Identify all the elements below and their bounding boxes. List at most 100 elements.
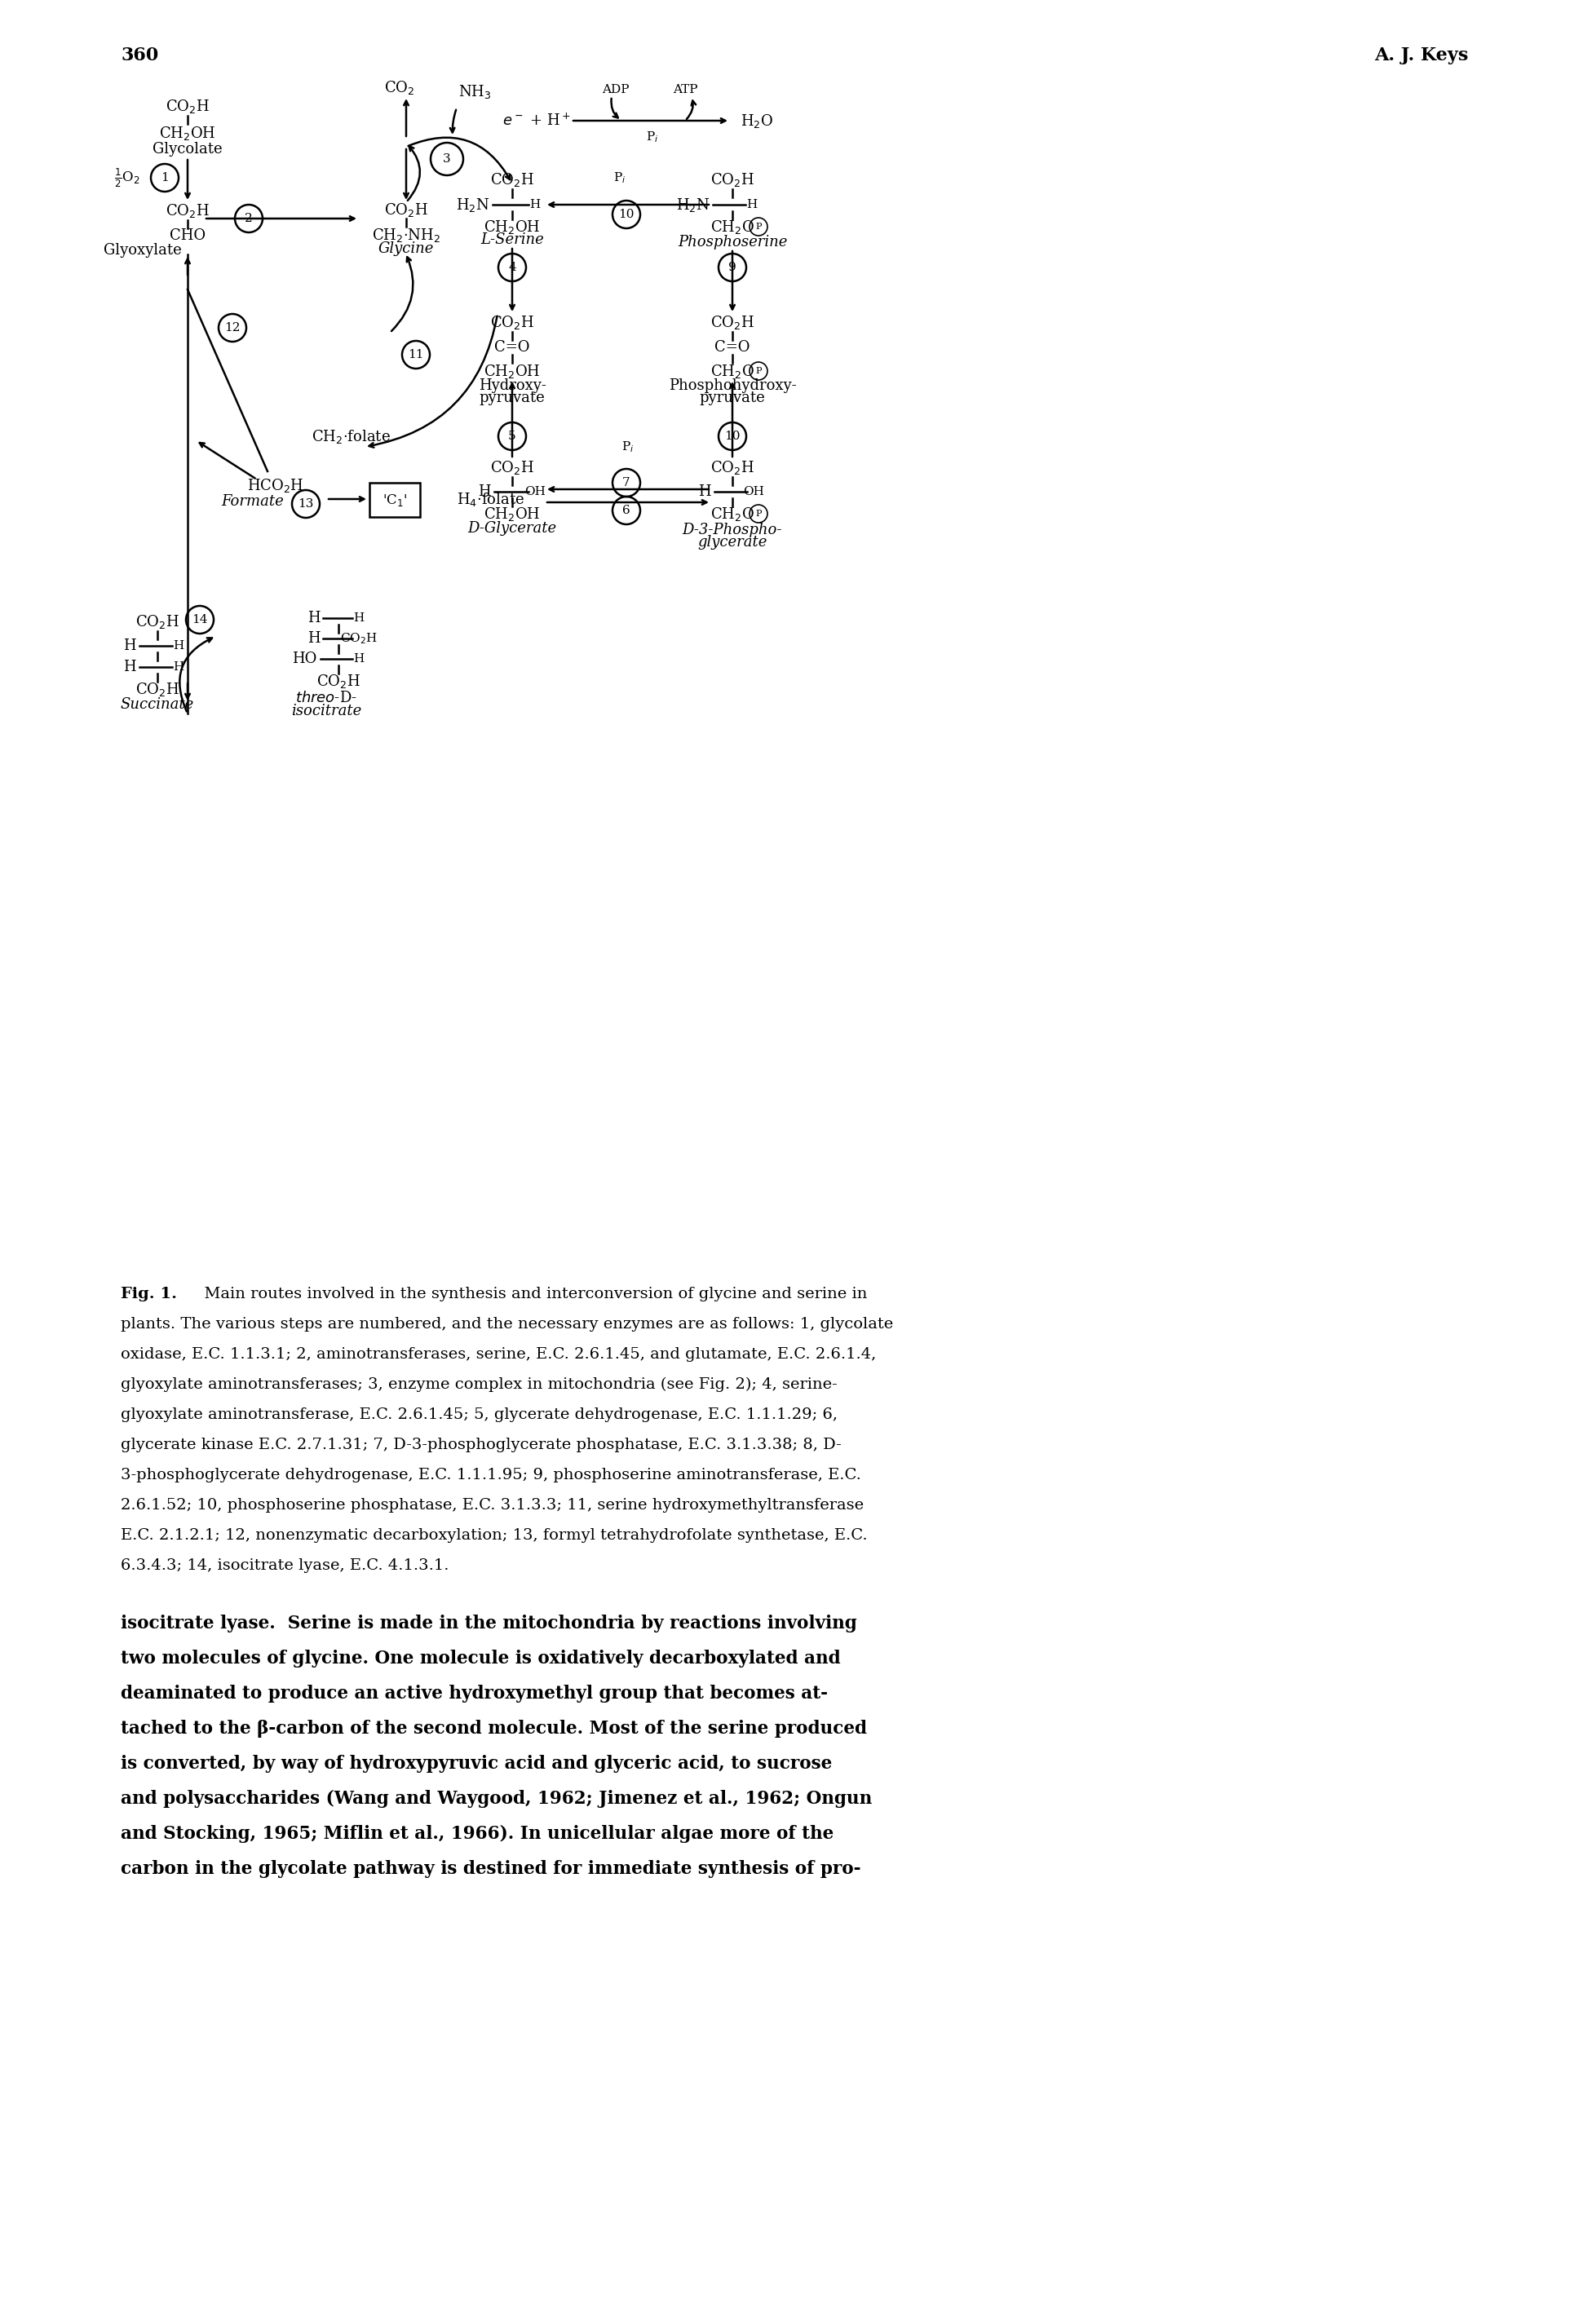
- Text: CH$_2$OH: CH$_2$OH: [484, 218, 541, 235]
- Text: 11: 11: [408, 349, 423, 360]
- Text: glycerate kinase E.C. 2.7.1.31; 7, D-3-phosphoglycerate phosphatase, E.C. 3.1.3.: glycerate kinase E.C. 2.7.1.31; 7, D-3-p…: [121, 1439, 842, 1452]
- Text: CH$_2$O: CH$_2$O: [710, 504, 755, 523]
- Text: H$_2$O: H$_2$O: [740, 112, 774, 130]
- Text: OH: OH: [524, 486, 546, 497]
- Text: CO$_2$H: CO$_2$H: [166, 202, 210, 218]
- Text: Glyoxylate: Glyoxylate: [103, 244, 181, 258]
- Text: H: H: [699, 483, 712, 500]
- Text: H: H: [174, 662, 185, 672]
- Text: and Stocking, 1965; Miflin et al., 1966). In unicellular algae more of the: and Stocking, 1965; Miflin et al., 1966)…: [121, 1824, 834, 1843]
- Text: CH$_2$$\cdot$NH$_2$: CH$_2$$\cdot$NH$_2$: [373, 225, 441, 244]
- Text: P$_i$: P$_i$: [646, 130, 659, 144]
- Text: CO$_2$: CO$_2$: [384, 79, 416, 95]
- Text: P: P: [756, 223, 761, 230]
- Text: 6.3.4.3; 14, isocitrate lyase, E.C. 4.1.3.1.: 6.3.4.3; 14, isocitrate lyase, E.C. 4.1.…: [121, 1559, 449, 1573]
- Text: pyruvate: pyruvate: [479, 390, 544, 404]
- Text: H: H: [530, 200, 540, 211]
- Text: glycerate: glycerate: [697, 535, 767, 548]
- Text: 10: 10: [724, 430, 740, 442]
- Text: 6: 6: [622, 504, 630, 516]
- Text: $e^-$ + H$^+$: $e^-$ + H$^+$: [503, 114, 572, 128]
- Text: tached to the β-carbon of the second molecule. Most of the serine produced: tached to the β-carbon of the second mol…: [121, 1720, 868, 1738]
- Text: OH: OH: [743, 486, 764, 497]
- Text: glyoxylate aminotransferases; 3, enzyme complex in mitochondria (see Fig. 2); 4,: glyoxylate aminotransferases; 3, enzyme …: [121, 1378, 837, 1392]
- Text: HCO$_2$H: HCO$_2$H: [247, 476, 304, 493]
- Text: Hydroxy-: Hydroxy-: [478, 379, 546, 393]
- Text: 360: 360: [121, 46, 159, 65]
- Text: CO$_2$H: CO$_2$H: [710, 172, 755, 188]
- Text: ATP: ATP: [673, 84, 697, 95]
- Text: P$_i$: P$_i$: [613, 170, 626, 186]
- Text: E.C. 2.1.2.1; 12, nonenzymatic decarboxylation; 13, formyl tetrahydrofolate synt: E.C. 2.1.2.1; 12, nonenzymatic decarboxy…: [121, 1529, 868, 1543]
- Text: H: H: [124, 660, 137, 674]
- Text: 1: 1: [161, 172, 169, 184]
- Text: P: P: [756, 367, 761, 374]
- Text: Main routes involved in the synthesis and interconversion of glycine and serine : Main routes involved in the synthesis an…: [194, 1287, 868, 1301]
- Text: D-3-Phospho-: D-3-Phospho-: [683, 523, 782, 537]
- Text: P: P: [756, 509, 761, 518]
- Text: Glycolate: Glycolate: [153, 142, 223, 156]
- Text: P$_i$: P$_i$: [622, 439, 634, 453]
- Text: CO$_2$H: CO$_2$H: [710, 458, 755, 476]
- Text: 7: 7: [622, 476, 630, 488]
- Text: is converted, by way of hydroxypyruvic acid and glyceric acid, to sucrose: is converted, by way of hydroxypyruvic a…: [121, 1755, 833, 1773]
- Text: CO$_2$H: CO$_2$H: [384, 200, 428, 218]
- Text: H$_2$N: H$_2$N: [675, 195, 710, 214]
- Text: $\frac{1}{2}$O$_2$: $\frac{1}{2}$O$_2$: [115, 167, 140, 188]
- Text: 12: 12: [224, 323, 240, 335]
- Text: CO$_2$H: CO$_2$H: [710, 314, 755, 330]
- Text: CH$_2$O: CH$_2$O: [710, 363, 755, 379]
- Text: oxidase, E.C. 1.1.3.1; 2, aminotransferases, serine, E.C. 2.6.1.45, and glutamat: oxidase, E.C. 1.1.3.1; 2, aminotransfera…: [121, 1348, 876, 1362]
- Text: CH$_2$OH: CH$_2$OH: [159, 125, 217, 142]
- Text: $\it{threo}$-D-: $\it{threo}$-D-: [296, 690, 357, 706]
- Text: CO$_2$H: CO$_2$H: [490, 458, 535, 476]
- Text: glyoxylate aminotransferase, E.C. 2.6.1.45; 5, glycerate dehydrogenase, E.C. 1.1: glyoxylate aminotransferase, E.C. 2.6.1.…: [121, 1408, 837, 1422]
- Text: Phosphoserine: Phosphoserine: [678, 235, 786, 249]
- Text: HO: HO: [291, 651, 317, 667]
- Text: 2.6.1.52; 10, phosphoserine phosphatase, E.C. 3.1.3.3; 11, serine hydroxymethylt: 2.6.1.52; 10, phosphoserine phosphatase,…: [121, 1499, 864, 1513]
- Text: and polysaccharides (Wang and Waygood, 1962; Jimenez et al., 1962; Ongun: and polysaccharides (Wang and Waygood, 1…: [121, 1789, 872, 1808]
- Text: CH$_2$OH: CH$_2$OH: [484, 504, 541, 523]
- Text: 'C$_1$': 'C$_1$': [382, 493, 408, 507]
- Text: H: H: [307, 632, 320, 646]
- Text: 4: 4: [508, 263, 516, 274]
- Text: Glycine: Glycine: [379, 242, 435, 256]
- Text: CO$_2$H: CO$_2$H: [341, 632, 377, 646]
- Text: CH$_2$OH: CH$_2$OH: [484, 363, 541, 379]
- Text: pyruvate: pyruvate: [699, 390, 766, 404]
- Text: Formate: Formate: [221, 495, 283, 509]
- Text: CO$_2$H: CO$_2$H: [166, 98, 210, 114]
- Text: 3-phosphoglycerate dehydrogenase, E.C. 1.1.1.95; 9, phosphoserine aminotransfera: 3-phosphoglycerate dehydrogenase, E.C. 1…: [121, 1469, 861, 1483]
- Text: L-Serine: L-Serine: [481, 232, 544, 246]
- Text: C=O: C=O: [495, 339, 530, 356]
- Text: 2: 2: [245, 214, 253, 223]
- Text: H: H: [353, 653, 365, 665]
- Text: CO$_2$H: CO$_2$H: [490, 314, 535, 330]
- Text: plants. The various steps are numbered, and the necessary enzymes are as follows: plants. The various steps are numbered, …: [121, 1318, 893, 1332]
- Text: isocitrate: isocitrate: [291, 704, 361, 718]
- Text: H$_2$N: H$_2$N: [455, 195, 489, 214]
- Text: deaminated to produce an active hydroxymethyl group that becomes at-: deaminated to produce an active hydroxym…: [121, 1685, 828, 1703]
- Text: C=O: C=O: [715, 339, 750, 356]
- Text: CO$_2$H: CO$_2$H: [490, 172, 535, 188]
- FancyBboxPatch shape: [369, 483, 420, 516]
- Text: 9: 9: [729, 263, 737, 274]
- Text: 10: 10: [618, 209, 634, 221]
- Text: CO$_2$H: CO$_2$H: [135, 681, 180, 697]
- Text: carbon in the glycolate pathway is destined for immediate synthesis of pro-: carbon in the glycolate pathway is desti…: [121, 1859, 861, 1878]
- Text: H: H: [478, 483, 490, 500]
- Text: 14: 14: [193, 614, 209, 625]
- Text: ADP: ADP: [602, 84, 629, 95]
- Text: H: H: [124, 639, 137, 653]
- Text: H: H: [353, 614, 365, 623]
- Text: isocitrate lyase.  Serine is made in the mitochondria by reactions involving: isocitrate lyase. Serine is made in the …: [121, 1615, 856, 1631]
- Text: NH$_3$: NH$_3$: [458, 84, 492, 100]
- Text: Fig. 1.: Fig. 1.: [121, 1287, 177, 1301]
- Text: D-Glycerate: D-Glycerate: [468, 521, 557, 537]
- Text: two molecules of glycine. One molecule is oxidatively decarboxylated and: two molecules of glycine. One molecule i…: [121, 1650, 841, 1669]
- Text: A. J. Keys: A. J. Keys: [1374, 46, 1468, 65]
- Text: CHO: CHO: [170, 228, 205, 244]
- Text: 3: 3: [443, 153, 451, 165]
- Text: CH$_2$O: CH$_2$O: [710, 218, 755, 235]
- Text: H: H: [747, 200, 758, 211]
